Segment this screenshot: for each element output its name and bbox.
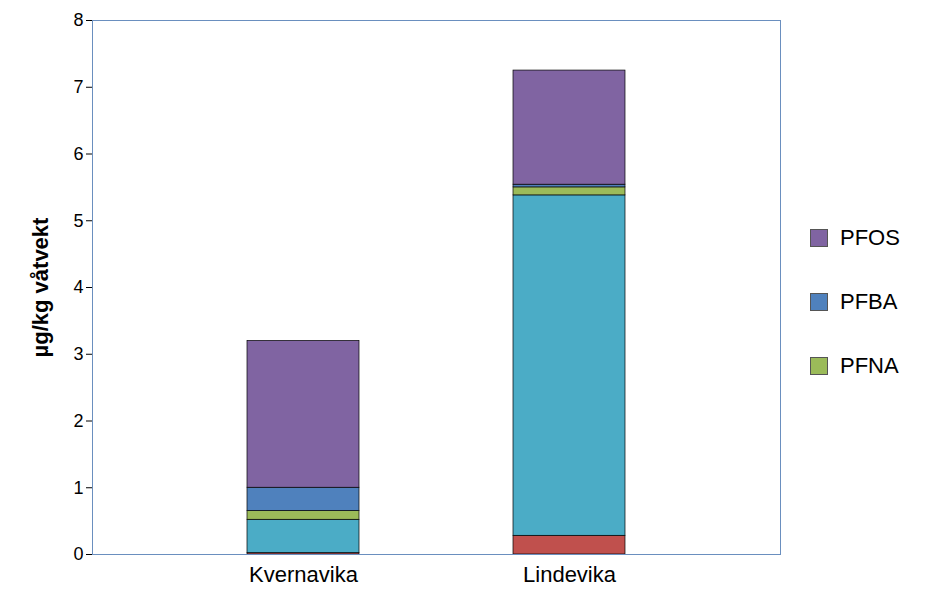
svg-text:7: 7 [73, 77, 83, 97]
svg-text:1: 1 [73, 478, 83, 498]
svg-text:µg/kg våtvekt: µg/kg våtvekt [28, 217, 53, 358]
svg-text:6: 6 [73, 144, 83, 164]
svg-text:0: 0 [73, 544, 83, 564]
svg-text:Kvernavika: Kvernavika [249, 562, 359, 587]
svg-text:Lindevika: Lindevika [523, 562, 617, 587]
svg-text:5: 5 [73, 211, 83, 231]
svg-text:8: 8 [73, 10, 83, 30]
svg-text:3: 3 [73, 344, 83, 364]
html-text:PFBA: PFBA [840, 289, 898, 314]
html-text:PFOS: PFOS [840, 225, 900, 250]
html-text:PFNA: PFNA [840, 353, 899, 378]
svg-text:2: 2 [73, 411, 83, 431]
svg-text:4: 4 [73, 277, 83, 297]
